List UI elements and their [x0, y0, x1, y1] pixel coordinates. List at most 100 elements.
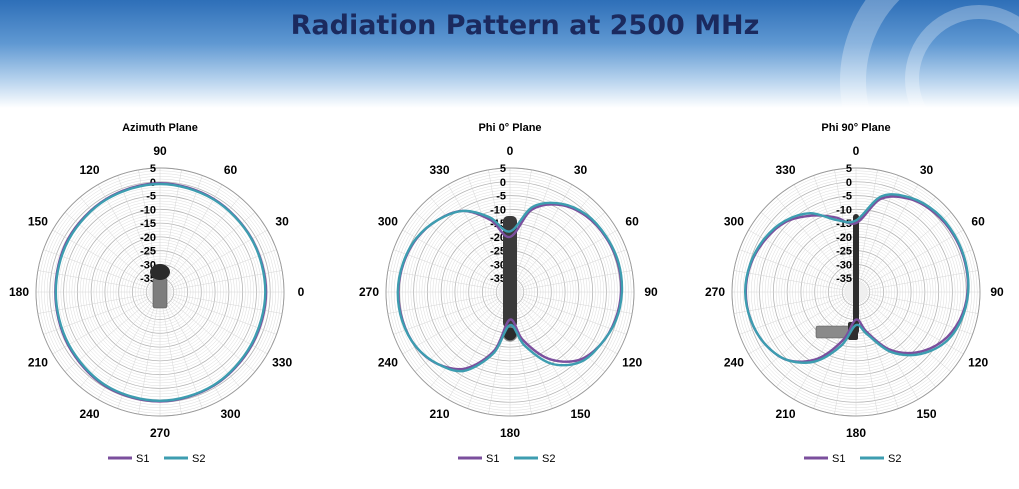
title-banner	[0, 0, 1019, 108]
grid-spoke	[509, 291, 606, 372]
grid-spoke	[64, 291, 161, 372]
grid-spoke	[855, 291, 878, 415]
grid-spoke	[748, 291, 857, 355]
antenna-illustration	[150, 264, 170, 309]
antenna-top	[150, 264, 170, 280]
angle-tick-label: 270	[705, 285, 725, 299]
angle-tick-label: 30	[574, 163, 588, 177]
legend-label-s1: S1	[832, 453, 845, 465]
grid-spoke	[733, 270, 857, 293]
radial-tick-label: -35	[836, 273, 852, 285]
angle-tick-label: 90	[153, 144, 167, 158]
grid-spoke	[855, 291, 919, 400]
page-title: Radiation Pattern at 2500 MHz	[290, 10, 760, 41]
radial-tick-label: -15	[140, 218, 156, 230]
radial-tick-label: -20	[490, 232, 506, 244]
chart-title: Phi 90° Plane	[821, 122, 890, 134]
grid-spoke	[64, 212, 161, 293]
grid-spoke	[393, 291, 511, 335]
chart-title: Azimuth Plane	[122, 122, 198, 134]
grid-spoke	[855, 291, 973, 335]
radial-tick-label: -20	[836, 232, 852, 244]
angle-tick-label: 180	[846, 426, 866, 440]
grid-spoke	[733, 291, 857, 314]
legend-label-s2: S2	[542, 453, 555, 465]
angle-tick-label: 90	[990, 285, 1004, 299]
angle-tick-label: 210	[775, 407, 795, 421]
grid-spoke	[739, 249, 857, 293]
grid-spoke	[43, 291, 161, 335]
legend: S1 S2	[458, 453, 555, 465]
radial-tick-label: -10	[490, 204, 506, 216]
angle-tick-label: 180	[9, 285, 29, 299]
angle-tick-label: 150	[916, 407, 936, 421]
grid-spoke	[776, 196, 857, 293]
legend-label-s1: S1	[136, 453, 149, 465]
grid-spoke	[80, 196, 161, 293]
grid-spoke	[855, 249, 973, 293]
grid-spoke	[43, 249, 161, 293]
grid-spoke	[739, 291, 857, 335]
angle-tick-label: 240	[378, 356, 398, 370]
grid-spoke	[834, 291, 857, 415]
radial-tick-label: 0	[846, 177, 852, 189]
angle-tick-label: 210	[429, 407, 449, 421]
grid-spoke	[855, 291, 964, 355]
grid-spoke	[855, 184, 919, 293]
grid-spoke	[793, 184, 857, 293]
radial-tick-label: -35	[490, 273, 506, 285]
angle-tick-label: 150	[570, 407, 590, 421]
grid-spoke	[509, 291, 633, 314]
grid-spoke	[159, 291, 283, 314]
angle-tick-label: 210	[28, 356, 48, 370]
grid-spoke	[138, 291, 161, 415]
connector-body	[152, 277, 168, 309]
angle-tick-label: 240	[724, 356, 744, 370]
grid-spoke	[509, 291, 573, 400]
radial-tick-label: 5	[846, 163, 852, 175]
grid-spoke	[855, 212, 952, 293]
grid-spoke	[393, 249, 511, 293]
angle-tick-label: 0	[298, 285, 305, 299]
grid-spoke	[834, 169, 857, 293]
polar-chart-phi-90-plane: Phi 90° Plane 0 30 60 90 120 150 180 210 240 270 30…	[705, 122, 1004, 465]
grid-spoke	[402, 229, 511, 293]
grid-spoke	[414, 291, 511, 372]
radial-tick-label: -5	[496, 191, 506, 203]
angle-tick-label: 60	[971, 215, 985, 229]
grid-spoke	[159, 196, 240, 293]
grid-spoke	[509, 175, 553, 293]
grid-spoke	[52, 291, 161, 355]
angle-tick-label: 330	[775, 163, 795, 177]
antenna-illustration	[815, 214, 859, 340]
radial-tick-label: -30	[490, 259, 506, 271]
grid-spoke	[97, 291, 161, 400]
outer-ring	[731, 167, 981, 417]
radial-tick-label: -10	[836, 204, 852, 216]
grid-spoke	[855, 291, 952, 372]
outer-ring	[35, 167, 285, 417]
grid-spoke	[509, 270, 633, 293]
grid-spoke	[855, 196, 936, 293]
angle-tick-label: 30	[920, 163, 934, 177]
radial-tick-label: 5	[500, 163, 506, 175]
grid-spoke	[159, 291, 240, 388]
grid-spoke	[117, 291, 161, 409]
legend-label-s1: S1	[486, 453, 499, 465]
radial-tick-label: -25	[836, 246, 852, 258]
grid-spoke	[52, 229, 161, 293]
grid-spoke	[467, 175, 511, 293]
angle-tick-label: 120	[622, 356, 642, 370]
angle-tick-label: 300	[220, 407, 240, 421]
grid-spoke	[387, 291, 511, 314]
grid-spoke	[855, 291, 979, 314]
angle-tick-label: 270	[150, 426, 170, 440]
grid-spoke	[159, 270, 283, 293]
radial-tick-label: 5	[150, 163, 156, 175]
series-line-s2	[396, 201, 624, 373]
grid-spoke	[776, 291, 857, 388]
grid-spoke	[159, 291, 203, 409]
radial-tick-label: -20	[140, 232, 156, 244]
grid-spoke	[159, 229, 268, 293]
